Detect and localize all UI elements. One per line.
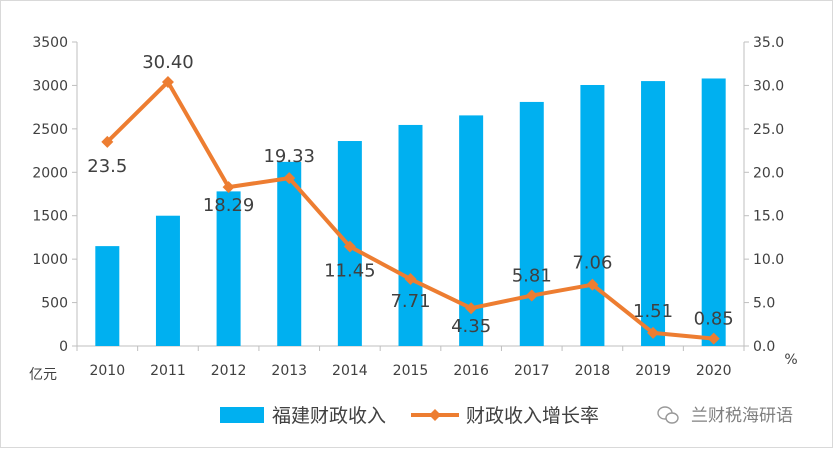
- watermark-text: 兰财税海研语: [691, 406, 793, 426]
- growth-rate-point-2015: [404, 273, 417, 286]
- x-tick-label: 2014: [332, 363, 368, 379]
- right-tick-label: 15.0: [753, 209, 784, 225]
- right-tick-label: 25.0: [753, 122, 784, 138]
- growth-rate-point-2014: [343, 240, 356, 253]
- legend-line-marker: [429, 409, 441, 421]
- x-tick-label: 2012: [211, 363, 247, 379]
- bar-series: [95, 78, 726, 346]
- growth-rate-label: 30.40: [142, 52, 194, 73]
- growth-rate-label: 11.45: [324, 261, 376, 282]
- growth-rate-label: 5.81: [512, 266, 552, 287]
- right-tick-label: 30.0: [753, 78, 784, 94]
- growth-rate-point-2017: [525, 289, 538, 302]
- growth-rate-point-2011: [161, 75, 174, 88]
- growth-rate-point-2016: [465, 302, 478, 315]
- watermark: 兰财税海研语: [657, 406, 793, 426]
- left-tick-label: 2500: [32, 122, 68, 138]
- bar-2015: [398, 124, 423, 346]
- growth-rate-point-2019: [647, 326, 660, 339]
- bar-2017: [519, 101, 544, 346]
- right-tick-label: 35.0: [753, 35, 784, 51]
- x-tick-label: 2011: [150, 363, 186, 379]
- left-tick-label: 3000: [32, 78, 68, 94]
- growth-rate-label: 1.51: [633, 301, 673, 322]
- bar-2020: [701, 78, 726, 346]
- right-tick-label: 0.0: [753, 339, 775, 355]
- left-tick-label: 1500: [32, 209, 68, 225]
- left-tick-label: 0: [59, 339, 68, 355]
- left-axis-unit: 亿元: [29, 367, 57, 383]
- growth-rate-label: 0.85: [694, 309, 734, 330]
- x-tick-label: 2018: [575, 363, 611, 379]
- x-tick-label: 2019: [635, 363, 671, 379]
- right-tick-label: 10.0: [753, 252, 784, 268]
- bar-2012: [216, 191, 241, 346]
- x-tick-label: 2017: [514, 363, 550, 379]
- growth-rate-point-2013: [283, 172, 296, 185]
- x-tick-label: 2016: [453, 363, 489, 379]
- bar-2019: [641, 81, 666, 346]
- bar-2011: [155, 215, 180, 346]
- growth-rate-label: 4.35: [451, 316, 491, 337]
- growth-rate-point-2018: [586, 278, 599, 291]
- x-tick-label: 2010: [89, 363, 125, 379]
- growth-rate-label: 18.29: [203, 195, 255, 216]
- axes: 0 500 1000 1500 2000 2500 3000 3500 0.0 5.0 10.0 15…: [29, 35, 798, 383]
- left-tick-label: 500: [41, 296, 68, 312]
- left-tick-label: 2000: [32, 165, 68, 181]
- growth-rate-point-2010: [101, 135, 114, 148]
- bar-2018: [580, 84, 605, 346]
- right-tick-label: 5.0: [753, 296, 775, 312]
- wechat-icon: [657, 406, 679, 424]
- x-tick-label: 2015: [393, 363, 429, 379]
- growth-rate-label: 19.33: [263, 146, 315, 167]
- growth-rate-point-2012: [222, 181, 235, 194]
- left-tick-label: 3500: [32, 35, 68, 51]
- growth-rate-label: 23.5: [87, 156, 127, 177]
- legend-bar-swatch: [220, 407, 264, 423]
- legend-bar-label: 福建财政收入: [272, 405, 386, 427]
- bar-2010: [95, 246, 120, 346]
- bar-2013: [277, 161, 302, 346]
- right-tick-label: 20.0: [753, 165, 784, 181]
- growth-rate-label: 7.06: [572, 253, 612, 274]
- line-series: [101, 75, 720, 345]
- growth-rate-point-2020: [707, 332, 720, 345]
- left-tick-label: 1000: [32, 252, 68, 268]
- growth-rate-label: 7.71: [390, 291, 430, 312]
- right-axis-unit: %: [784, 352, 797, 368]
- data-labels: 23.5 30.40 18.29 19.33 11.45 7.71 4.35 5.81 7.06…: [87, 52, 733, 337]
- legend: 福建财政收入 财政收入增长率: [220, 405, 599, 427]
- x-tick-label: 2020: [696, 363, 732, 379]
- x-tick-label: 2013: [271, 363, 307, 379]
- legend-line-label: 财政收入增长率: [466, 405, 599, 427]
